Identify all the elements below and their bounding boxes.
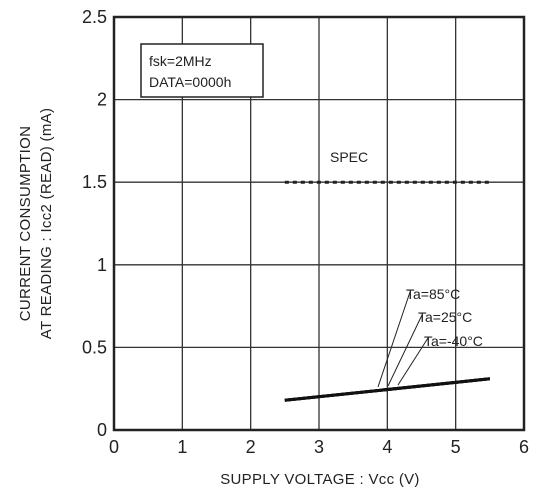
x-tick-label: 4	[382, 437, 392, 457]
y-axis-label-line1: CURRENT CONSUMPTION	[17, 126, 34, 321]
x-tick-label: 6	[519, 437, 529, 457]
y-axis-label-line2: AT READING : Icc2 (READ) (mA)	[38, 108, 55, 340]
x-tick-label: 5	[451, 437, 461, 457]
x-tick-label: 1	[177, 437, 187, 457]
y-tick-label: 0.5	[82, 337, 107, 357]
series-labels: Ta=85°C Ta=25°C Ta=-40°C	[377, 286, 483, 388]
series-leader-line	[397, 337, 429, 386]
series-layer	[284, 377, 490, 402]
spec-label: SPEC	[330, 149, 368, 165]
series-leader-line	[377, 291, 411, 388]
x-axis-label: SUPPLY VOLTAGE : Vcc (V)	[220, 471, 419, 488]
x-tick-label: 2	[246, 437, 256, 457]
y-tick-label: 1	[97, 255, 107, 275]
plot-frame	[112, 15, 526, 432]
series-leader-line	[387, 314, 423, 387]
condition-data: DATA=0000h	[149, 74, 231, 90]
condition-frequency: fsk=2MHz	[149, 53, 212, 69]
y-tick-label: 1.5	[82, 172, 107, 192]
conditions-box: fsk=2MHz DATA=0000h	[140, 43, 264, 98]
series-label: Ta=25°C	[418, 309, 472, 325]
tick-labels: 0 1 2 3 4 5 6 0 0.5 1 1.5 2 2.5	[82, 7, 529, 457]
x-tick-label: 3	[314, 437, 324, 457]
series-label: Ta=-40°C	[424, 333, 483, 349]
x-tick-label: 0	[109, 437, 119, 457]
y-tick-label: 0	[97, 420, 107, 440]
y-tick-label: 2.5	[82, 7, 107, 27]
y-tick-label: 2	[97, 90, 107, 110]
series-line	[284, 377, 490, 402]
series-label: Ta=85°C	[406, 286, 460, 302]
conditions-box-frame	[140, 43, 264, 98]
